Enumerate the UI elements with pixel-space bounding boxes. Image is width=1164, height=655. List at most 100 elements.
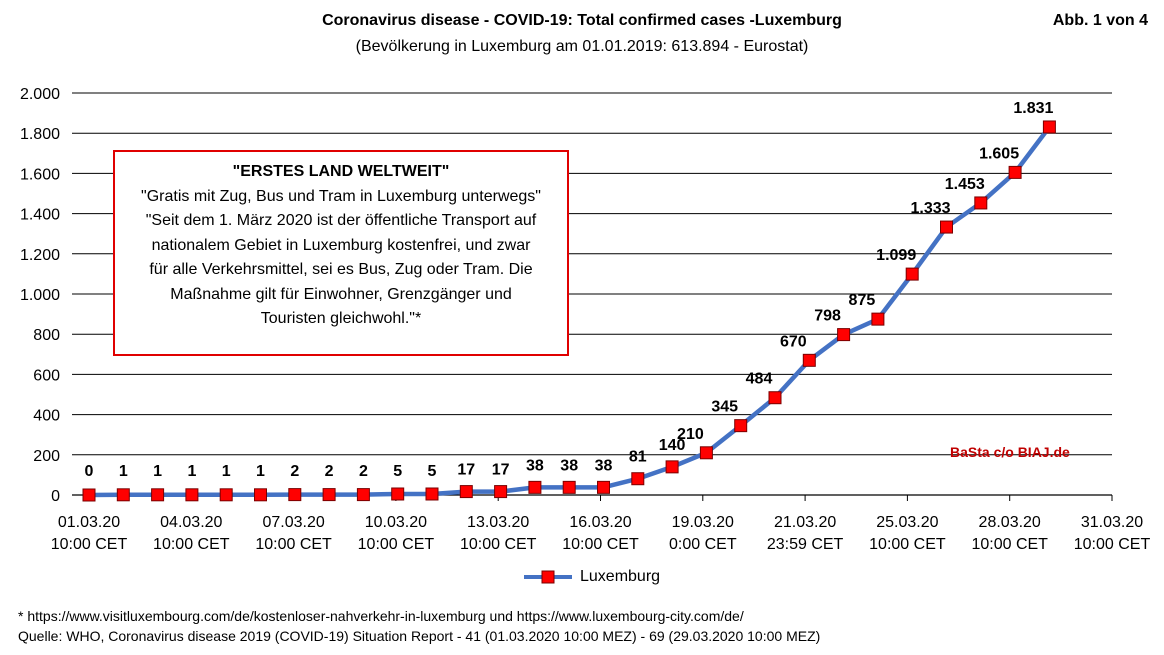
annotation-box: "ERSTES LAND WELTWEIT" "Gratis mit Zug, … (113, 150, 569, 356)
data-label: 210 (677, 426, 704, 443)
data-label: 1.453 (945, 176, 985, 193)
x-tick-date: 25.03.20 (876, 514, 938, 531)
annotation-heading: "ERSTES LAND WELTWEIT" (232, 163, 450, 180)
y-tick-label: 400 (33, 408, 60, 425)
y-tick-label: 800 (33, 327, 60, 344)
data-point (1042, 120, 1056, 134)
data-label: 1 (222, 463, 231, 480)
data-label: 875 (849, 292, 876, 309)
data-label: 81 (629, 449, 647, 466)
y-tick-label: 0 (51, 488, 60, 505)
data-point (322, 488, 336, 502)
data-label: 1 (153, 463, 162, 480)
data-label: 798 (814, 308, 841, 325)
data-label: 1.099 (876, 247, 916, 264)
data-point (905, 267, 919, 281)
data-point (1008, 165, 1022, 179)
annotation-line: "Seit dem 1. März 2020 ist der öffentlic… (145, 212, 537, 229)
legend-marker-icon (524, 570, 572, 584)
data-label: 140 (659, 437, 686, 454)
y-tick-label: 1.200 (20, 247, 60, 264)
data-label: 5 (428, 463, 437, 480)
y-axis-ticks: 0 200 400 600 800 1.000 1.200 1.400 1.600 1.800 2.… (20, 86, 60, 505)
data-point (288, 488, 302, 502)
annotation-line: nationalem Gebiet in Luxemburg kostenfre… (151, 236, 531, 254)
x-tick-date: 13.03.20 (467, 514, 529, 531)
data-label: 0 (85, 463, 94, 480)
x-tick-time: 10:00 CET (51, 536, 128, 553)
x-tick-time: 10:00 CET (971, 536, 1048, 553)
data-label: 670 (780, 333, 807, 350)
legend-label: Luxemburg (580, 568, 661, 585)
data-label: 38 (526, 457, 544, 474)
chart-subtitle: (Bevölkerung in Luxemburg am 01.01.2019:… (355, 38, 809, 55)
x-tick-date: 07.03.20 (262, 514, 324, 531)
annotation-line: "Gratis mit Zug, Bus und Tram in Luxembu… (141, 187, 541, 205)
y-tick-label: 2.000 (20, 86, 60, 103)
figure-label: Abb. 1 von 4 (1052, 12, 1148, 29)
x-tick-time: 10:00 CET (562, 536, 639, 553)
x-tick-date: 21.03.20 (774, 514, 836, 531)
data-label: 38 (595, 457, 613, 474)
series-luxemburg (82, 120, 1056, 502)
x-tick-time: 10:00 CET (460, 536, 537, 553)
data-label: 484 (746, 371, 773, 388)
x-tick-date: 10.03.20 (365, 514, 427, 531)
data-point (871, 312, 885, 326)
annotation-line: Maßnahme gilt für Einwohner, Grenzgänger… (170, 285, 512, 303)
x-tick-time: 10:00 CET (153, 536, 230, 553)
x-tick-time: 23:59 CET (767, 536, 844, 553)
data-point (82, 488, 96, 502)
x-tick-time: 10:00 CET (358, 536, 435, 553)
data-label: 17 (457, 462, 475, 479)
data-label: 2 (325, 463, 334, 480)
x-tick-date: 19.03.20 (672, 514, 734, 531)
x-tick-date: 01.03.20 (58, 514, 120, 531)
y-tick-label: 1.000 (20, 287, 60, 304)
data-point (459, 485, 473, 499)
data-point (494, 485, 508, 499)
data-point (356, 488, 370, 502)
data-label: 345 (711, 399, 738, 416)
data-point (528, 480, 542, 494)
data-label: 1.605 (979, 145, 1019, 162)
annotation-line: Touristen gleichwohl."* (260, 310, 422, 327)
data-point (562, 480, 576, 494)
data-label: 1 (119, 463, 128, 480)
y-tick-label: 200 (33, 448, 60, 465)
data-point (768, 391, 782, 405)
data-label: 1.333 (910, 200, 950, 217)
y-tick-label: 1.800 (20, 126, 60, 143)
data-point (974, 196, 988, 210)
data-point (116, 488, 130, 502)
data-point (631, 472, 645, 486)
data-label: 1.831 (1013, 100, 1053, 117)
data-point (219, 488, 233, 502)
chart-title: Coronavirus disease - COVID-19: Total co… (322, 12, 842, 29)
data-label: 17 (492, 462, 510, 479)
y-tick-label: 1.600 (20, 166, 60, 183)
data-point (185, 488, 199, 502)
x-tick-date: 04.03.20 (160, 514, 222, 531)
y-tick-label: 1.400 (20, 207, 60, 224)
data-point (802, 353, 816, 367)
legend: Luxemburg (522, 568, 660, 586)
x-tick-time: 0:00 CET (669, 536, 737, 553)
data-label: 1 (256, 463, 265, 480)
x-tick-time: 10:00 CET (1074, 536, 1151, 553)
data-label: 1 (187, 463, 196, 480)
x-tick-time: 10:00 CET (869, 536, 946, 553)
data-label: 2 (290, 463, 299, 480)
x-tick-time: 10:00 CET (255, 536, 332, 553)
data-point (940, 220, 953, 234)
data-point (837, 328, 851, 342)
data-point (734, 419, 748, 433)
annotation-line: für alle Verkehrsmittel, sei es Bus, Zug… (149, 261, 533, 278)
x-tick-date: 28.03.20 (979, 514, 1041, 531)
data-point (391, 487, 405, 501)
data-point (254, 488, 267, 502)
x-tick-date: 16.03.20 (569, 514, 631, 531)
data-point (151, 488, 165, 502)
footnote: * https://www.visitluxembourg.com/de/kos… (18, 608, 744, 624)
